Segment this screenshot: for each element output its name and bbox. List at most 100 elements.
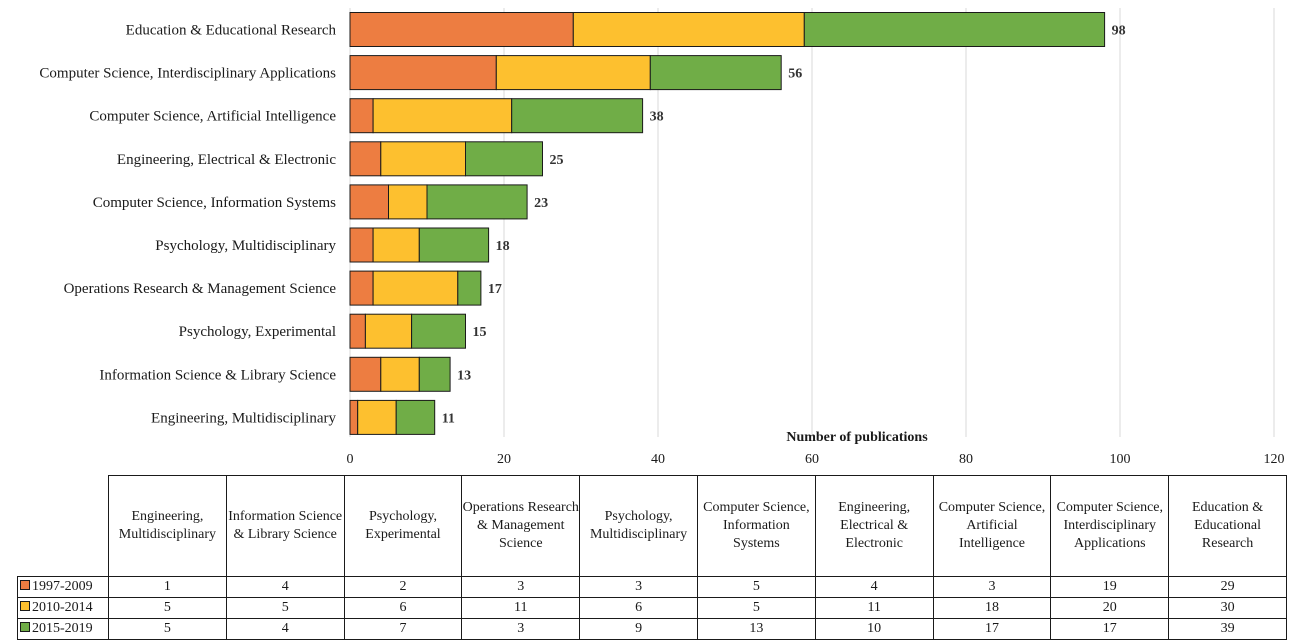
bar-segment (803, 12, 1106, 47)
category-label: Engineering, Multidisciplinary (151, 410, 336, 426)
bar-segment (457, 270, 482, 306)
category-label: Computer Science, Artificial Intelligenc… (89, 109, 336, 125)
total-label: 25 (550, 153, 564, 168)
table-cell: 6 (343, 597, 463, 619)
bar-segment (357, 399, 397, 435)
table-cell: 20 (1050, 597, 1170, 619)
table-cell: 39 (1168, 618, 1287, 640)
series-name: 1997-2009 (32, 579, 93, 594)
category-label: Operations Research & Management Science (64, 281, 337, 297)
table-cell: 3 (932, 576, 1052, 598)
x-tick-label: 20 (497, 452, 511, 467)
legend-swatch (20, 580, 30, 590)
table-cell: 4 (814, 576, 934, 598)
table-cell: 5 (696, 576, 816, 598)
total-labels: 98 56 38 25 23 18 17 15 13 11 (442, 24, 1126, 427)
bar-segment (349, 227, 374, 263)
bar-segment (349, 12, 574, 47)
table-cell: 11 (814, 597, 934, 619)
bar-segment (349, 55, 497, 91)
table-cell: 3 (579, 576, 698, 598)
table-cell: 9 (579, 618, 698, 640)
table-corner (17, 475, 109, 577)
bar-segment (372, 227, 420, 263)
bar-segment (349, 356, 382, 392)
category-label: Information Science & Library Science (99, 367, 336, 383)
bar-segment (372, 270, 459, 306)
table-cell: 18 (932, 597, 1052, 619)
series-label-cell: 2015-2019 (17, 618, 109, 640)
bar-segment (418, 227, 490, 263)
total-label: 98 (1112, 24, 1126, 39)
bar-segment (349, 313, 366, 349)
table-column-header: Computer Science, Information Systems (696, 475, 816, 577)
table-cell: 5 (696, 597, 816, 619)
table-cell: 1 (108, 576, 227, 598)
total-label: 11 (442, 411, 455, 426)
bar-segment (380, 356, 420, 392)
table-column-header: Education & Educational Research (1168, 475, 1287, 577)
table-cell: 11 (461, 597, 581, 619)
x-tick-label: 0 (347, 452, 354, 467)
series-label-cell: 2010-2014 (17, 597, 109, 619)
table-cell: 4 (225, 576, 345, 598)
x-axis-ticks: 0 20 40 60 80 100 120 (347, 452, 1285, 467)
table-cell: 17 (932, 618, 1052, 640)
series-label-cell: 1997-2009 (17, 576, 109, 598)
table-column-header: Information Science & Library Science (225, 475, 345, 577)
bar-segment (395, 399, 436, 435)
category-label: Psychology, Experimental (179, 324, 336, 340)
legend-swatch (20, 601, 30, 611)
legend-swatch (20, 622, 30, 632)
bar-segment (349, 270, 374, 306)
bar-segment (364, 313, 413, 349)
table-cell: 29 (1168, 576, 1287, 598)
bar-segment (511, 98, 644, 134)
total-label: 38 (650, 110, 664, 125)
bar-segment (349, 184, 389, 220)
table-row: 2010-2014 5 5 6 11 6 5 11 18 20 30 (17, 597, 1287, 619)
table-cell: 5 (108, 597, 227, 619)
bar-segment (380, 141, 466, 177)
category-label: Computer Science, Interdisciplinary Appl… (39, 66, 336, 82)
total-label: 17 (488, 282, 502, 297)
table-cell: 7 (343, 618, 463, 640)
stacked-bar-chart: Education & Educational Research Computer… (39, 8, 1285, 467)
x-tick-label: 120 (1264, 452, 1285, 467)
category-label: Computer Science, Information Systems (93, 195, 336, 211)
table-cell: 5 (225, 597, 345, 619)
bar-segment (349, 141, 382, 177)
table-column-header: Engineering, Electrical & Electronic (814, 475, 934, 577)
table-cell: 6 (579, 597, 698, 619)
series-name: 2010-2014 (32, 600, 93, 615)
table-row: 1997-2009 1 4 2 3 3 5 4 3 19 29 (17, 576, 1287, 598)
bar-segment (572, 12, 805, 47)
total-label: 18 (496, 239, 510, 254)
table-cell: 3 (461, 576, 581, 598)
table-cell: 10 (814, 618, 934, 640)
data-table: Engineering, Multidisciplinary Informatio… (17, 475, 1287, 640)
bar-segment (649, 55, 782, 91)
table-column-header: Psychology, Experimental (343, 475, 463, 577)
table-header-row: Engineering, Multidisciplinary Informatio… (17, 475, 1287, 577)
category-labels: Education & Educational Research Computer… (39, 23, 336, 427)
category-label: Engineering, Electrical & Electronic (117, 152, 336, 168)
bar-area (349, 12, 1106, 435)
total-label: 13 (457, 368, 471, 383)
x-tick-label: 60 (805, 452, 819, 467)
bar-segment (388, 184, 428, 220)
bar-segment (495, 55, 651, 91)
total-label: 56 (788, 67, 802, 82)
table-cell: 4 (225, 618, 345, 640)
table-column-header: Engineering, Multidisciplinary (108, 475, 227, 577)
table-cell: 2 (343, 576, 463, 598)
x-axis-title: Number of publications (786, 430, 928, 445)
bar-segment (411, 313, 467, 349)
table-cell: 30 (1168, 597, 1287, 619)
bar-segment (418, 356, 451, 392)
table-column-header: Computer Science, Interdisciplinary Appl… (1050, 475, 1170, 577)
x-tick-label: 40 (651, 452, 665, 467)
bar-segment (426, 184, 528, 220)
table-cell: 19 (1050, 576, 1170, 598)
bar-segment (465, 141, 543, 177)
